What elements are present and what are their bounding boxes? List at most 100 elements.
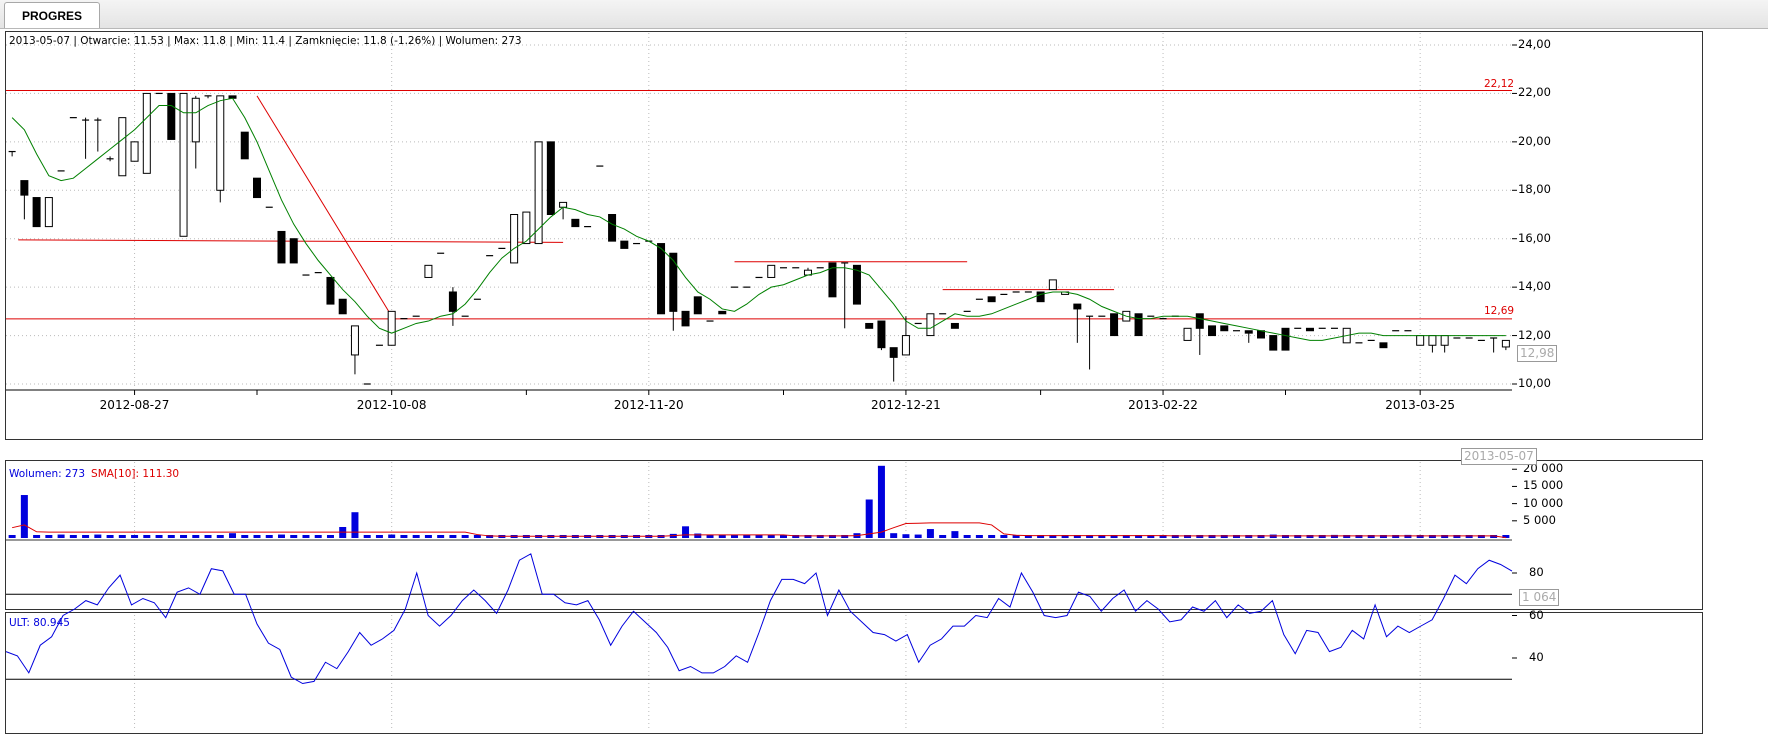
candle-body	[191, 97, 200, 143]
volume-bar	[951, 531, 959, 538]
volume-bar	[718, 535, 726, 538]
volume-bar	[277, 534, 285, 538]
volume-bar	[302, 535, 310, 538]
volume-bar	[1061, 535, 1069, 538]
last-price-marker: 12,98	[1517, 345, 1558, 362]
volume-bar	[694, 533, 702, 538]
candle-body	[522, 211, 531, 245]
volume-bar	[253, 535, 261, 538]
price-axis-label: 22,00	[1518, 85, 1551, 100]
volume-bar	[314, 535, 322, 538]
volume-bar	[767, 535, 775, 538]
price-info-bar: 2013-05-07 | Otwarcie: 11.53 | Max: 11.8…	[9, 35, 522, 47]
volume-bar	[118, 535, 126, 538]
volume-info-label: Wolumen: 273	[9, 468, 86, 480]
volume-bar	[388, 534, 396, 538]
volume-bar	[265, 535, 273, 538]
volume-bar	[204, 535, 212, 538]
candle-body	[620, 240, 629, 249]
volume-bar	[1049, 535, 1057, 538]
candle-body	[277, 230, 286, 264]
candle-body	[1305, 327, 1314, 332]
candle-body	[142, 92, 151, 174]
volume-bar	[1245, 535, 1253, 538]
volume-sma-polyline	[12, 522, 1506, 539]
level-label-upper: 22,12	[1484, 78, 1515, 90]
candle-body	[1183, 327, 1192, 341]
candle-body	[1244, 330, 1253, 334]
price-panel[interactable]	[5, 31, 1703, 440]
volume-bar	[290, 535, 298, 538]
candle-body	[1257, 330, 1265, 339]
price-axis-label: 18,00	[1518, 182, 1551, 197]
volume-bar	[424, 535, 432, 538]
volume-bar	[682, 526, 690, 538]
volume-bar	[229, 533, 237, 538]
volume-info-bar: Wolumen: 273 SMA[10]: 111.30	[9, 468, 179, 480]
candle-body	[1440, 335, 1449, 346]
candle-body	[987, 296, 996, 303]
candle-body	[681, 310, 690, 327]
ult-polyline	[5, 553, 1513, 685]
volume-bar	[449, 535, 457, 538]
candle-body	[350, 325, 359, 356]
ult-panel[interactable]	[5, 612, 1703, 734]
x-axis-label: 2013-02-22	[1128, 398, 1198, 412]
volume-axis-label: 5 000	[1523, 512, 1556, 527]
ult-axis-label: 60	[1529, 607, 1544, 622]
volume-bar	[1490, 535, 1498, 538]
candle-body	[1220, 325, 1229, 332]
candle-body	[1379, 342, 1388, 349]
volume-bar	[94, 534, 102, 538]
volume-bar	[45, 535, 53, 538]
volume-panel[interactable]	[5, 460, 1703, 610]
candle-body	[767, 264, 776, 278]
candle-body	[448, 291, 457, 312]
candle-body	[179, 92, 188, 237]
candle-body	[326, 276, 335, 305]
volume-bar	[731, 535, 739, 538]
candle-body	[571, 218, 580, 228]
candle-body	[130, 141, 139, 162]
candle-body	[1428, 335, 1437, 346]
candle-body	[1208, 325, 1217, 337]
volume-bar	[1306, 535, 1314, 538]
volume-bar	[926, 529, 934, 538]
volume-bar	[363, 535, 371, 538]
x-axis-label: 2012-12-21	[871, 398, 941, 412]
candle-body	[718, 310, 727, 315]
price-axis-label: 24,00	[1518, 37, 1551, 51]
volume-bar	[1257, 535, 1265, 538]
volume-bar	[1502, 535, 1510, 538]
candle-body	[1036, 291, 1045, 303]
volume-bar	[33, 535, 41, 538]
candle-body	[1073, 303, 1082, 310]
volume-bar	[8, 535, 16, 538]
price-axis-label: 12,00	[1518, 327, 1551, 342]
volume-bar	[975, 535, 983, 538]
x-axis-label: 2013-03-25	[1385, 398, 1456, 412]
volume-bar	[1441, 535, 1449, 538]
candle-body	[901, 335, 910, 356]
ult-info-bar: ULT: 80.945	[9, 617, 70, 629]
volume-bar	[1343, 535, 1351, 538]
candle-body	[852, 264, 861, 305]
level-label-lower: 12,69	[1484, 305, 1515, 317]
candle-body	[338, 298, 347, 315]
candle-body	[1416, 335, 1425, 346]
x-axis-label: 2012-10-08	[356, 398, 427, 412]
volume-bar	[804, 535, 812, 538]
volume-bar	[486, 535, 494, 538]
candle-body	[253, 177, 261, 199]
candle-body	[1195, 313, 1204, 329]
volume-bar	[1367, 535, 1375, 538]
volume-sma-label: SMA[10]: 111.30	[91, 468, 180, 480]
candle-body	[546, 141, 555, 216]
volume-bar	[216, 535, 224, 538]
volume-bar	[1318, 535, 1326, 538]
tab-progres[interactable]: PROGRES	[4, 2, 100, 28]
candle-body	[865, 322, 874, 329]
candle-body	[657, 243, 666, 315]
volume-bar	[828, 535, 836, 538]
